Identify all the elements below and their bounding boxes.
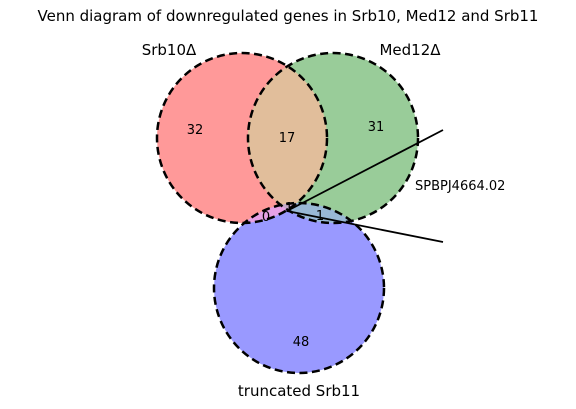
annotation-label: SPBPJ4664.02 xyxy=(415,179,505,194)
count-ac-only: 0 xyxy=(262,210,270,225)
set-b-label: Med12Δ xyxy=(379,41,441,59)
annotation-line-upper xyxy=(286,129,444,212)
count-b-only: 31 xyxy=(368,120,385,135)
set-a-label: Srb10Δ xyxy=(142,41,197,59)
set-a-outline xyxy=(155,51,329,225)
region-ab xyxy=(248,53,327,223)
count-ab-only: 17 xyxy=(279,131,296,146)
set-c-circle xyxy=(214,203,384,373)
count-abc: 1 xyxy=(285,201,293,216)
set-b-outline xyxy=(246,51,420,225)
set-c-outline xyxy=(212,201,386,375)
annotation-line-lower xyxy=(286,210,444,243)
diagram-title: Venn diagram of downregulated genes in S… xyxy=(38,7,539,25)
count-a-only: 32 xyxy=(187,123,204,138)
count-c-only: 48 xyxy=(293,335,310,350)
set-c-label: truncated Srb11 xyxy=(238,382,360,400)
count-bc-only: 1 xyxy=(316,209,324,224)
